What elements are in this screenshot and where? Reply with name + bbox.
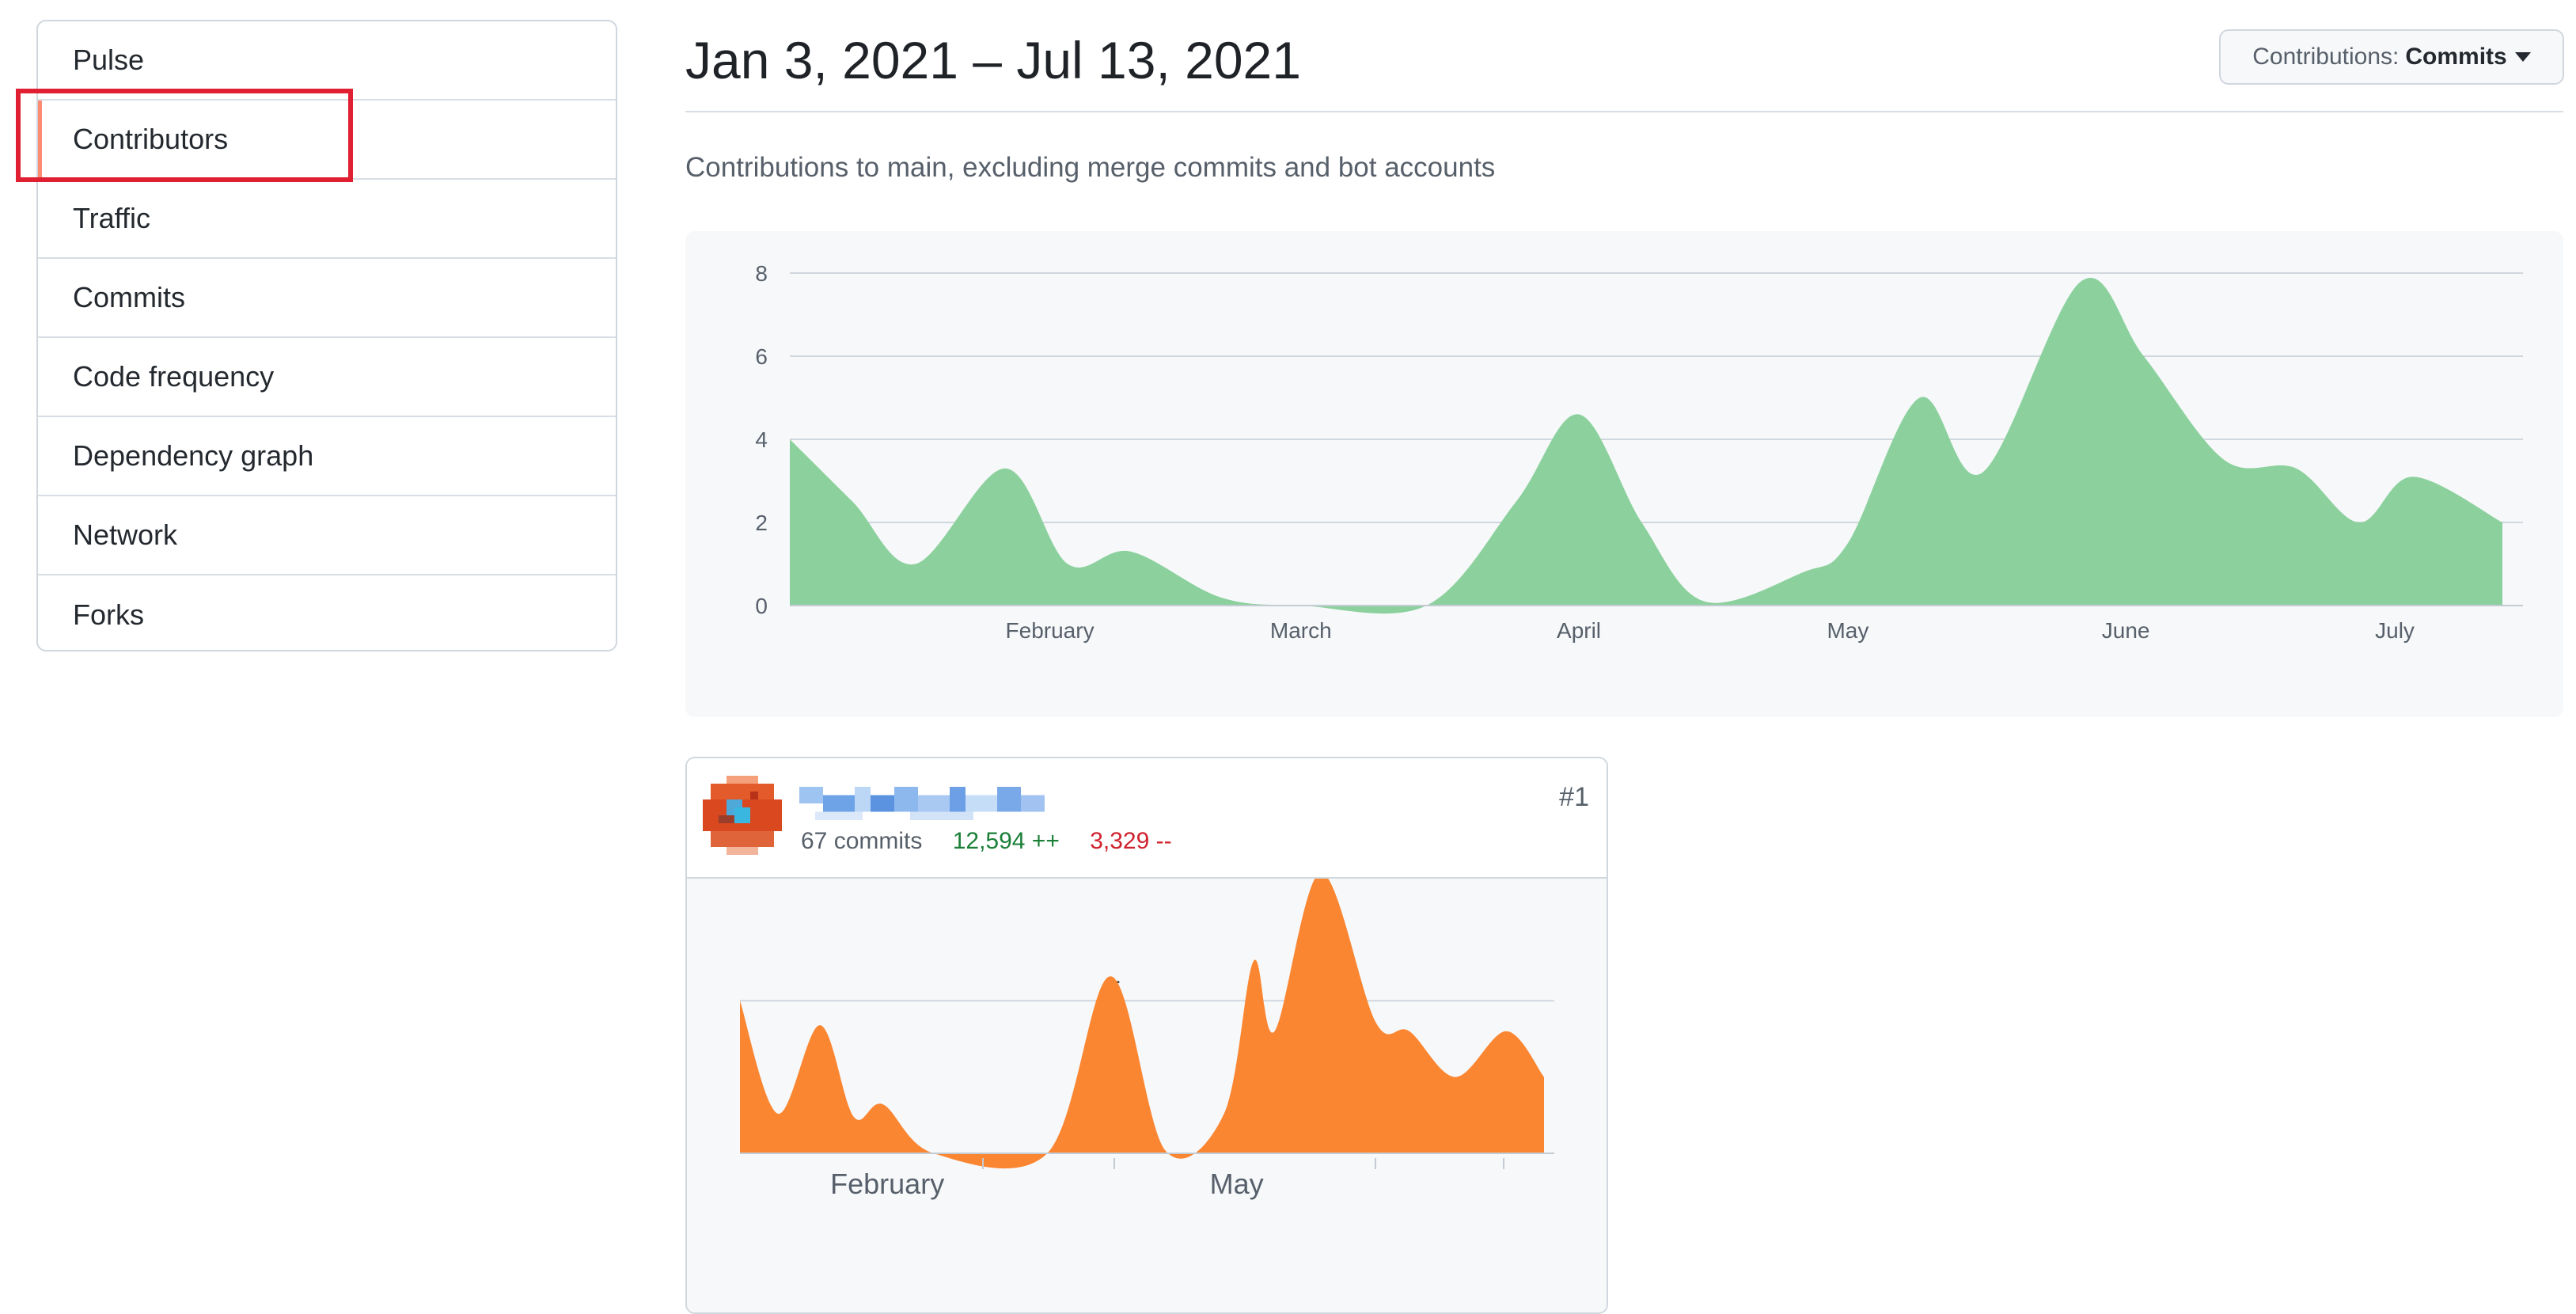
sidebar-item-commits[interactable]: Commits xyxy=(38,259,616,338)
series-area xyxy=(790,277,2502,614)
sidebar-item-label: Dependency graph xyxy=(73,439,314,472)
sidebar-item-label: Forks xyxy=(73,598,144,631)
contributor-stats: 67 commits 12,594 ++ 3,329 -- xyxy=(801,828,1172,855)
annotation-highlight-box xyxy=(16,89,353,182)
x-tick-label: February xyxy=(1006,618,1095,643)
additions-count: 12,594 ++ xyxy=(952,828,1060,854)
commit-count[interactable]: 67 commits xyxy=(801,828,923,854)
x-tick-label: June xyxy=(2102,618,2150,643)
contributor-card: 67 commits 12,594 ++ 3,329 -- #1 5Februa… xyxy=(685,757,1608,1314)
dropdown-value: Commits xyxy=(2405,44,2507,70)
sidebar-item-label: Network xyxy=(73,518,178,551)
x-tick-label: July xyxy=(2375,618,2415,643)
caret-down-icon xyxy=(2514,52,2531,62)
insights-sidebar: Pulse Contributors Traffic Commits Code … xyxy=(36,20,617,651)
dropdown-label: Contributions: xyxy=(2252,44,2400,70)
y-tick-label: 8 xyxy=(755,261,768,286)
sidebar-item-label: Pulse xyxy=(73,44,145,76)
sidebar-item-label: Commits xyxy=(73,281,185,313)
sidebar-item-traffic[interactable]: Traffic xyxy=(38,180,616,259)
sidebar-item-network[interactable]: Network xyxy=(38,496,616,575)
header-divider xyxy=(685,111,2563,112)
contributions-chart-svg: 0 2 4 6 8 February March April May June July xyxy=(755,261,2523,643)
contributor-chart: 5FebruaryMay xyxy=(687,872,1607,1312)
contributor-chart-svg: 5FebruaryMay xyxy=(740,872,1554,1200)
sidebar-item-label: Traffic xyxy=(73,202,151,234)
page-subtitle: Contributions to main, excluding merge c… xyxy=(685,152,1496,183)
page-title: Jan 3, 2021 – Jul 13, 2021 xyxy=(685,31,1301,89)
contributor-rank: #1 xyxy=(1559,782,1589,812)
contributions-chart: 0 2 4 6 8 February March April May June July xyxy=(685,231,2563,717)
y-tick-label: 6 xyxy=(755,344,768,369)
contributor-card-header: 67 commits 12,594 ++ 3,329 -- #1 xyxy=(687,758,1607,879)
contributor-username[interactable] xyxy=(799,787,1045,820)
deletions-count: 3,329 -- xyxy=(1090,828,1172,854)
sidebar-item-label: Contributors xyxy=(73,123,229,155)
y-tick-label: 0 xyxy=(755,594,768,618)
avatar[interactable] xyxy=(703,776,782,855)
sidebar-item-dependency-graph[interactable]: Dependency graph xyxy=(38,417,616,496)
x-tick-label: May xyxy=(1210,1168,1264,1200)
x-tick-label: April xyxy=(1557,618,1601,643)
x-tick-label: May xyxy=(1827,618,1868,643)
y-tick-label: 2 xyxy=(755,511,768,535)
series-area xyxy=(740,872,1544,1169)
sidebar-item-forks[interactable]: Forks xyxy=(38,575,616,655)
sidebar-item-pulse[interactable]: Pulse xyxy=(38,21,616,101)
y-tick-label: 4 xyxy=(755,427,768,452)
contributions-type-dropdown[interactable]: Contributions: Commits xyxy=(2219,29,2564,85)
x-tick-label: March xyxy=(1270,618,1332,643)
sidebar-item-code-frequency[interactable]: Code frequency xyxy=(38,338,616,417)
x-tick-label: February xyxy=(830,1168,944,1200)
sidebar-item-label: Code frequency xyxy=(73,360,275,393)
